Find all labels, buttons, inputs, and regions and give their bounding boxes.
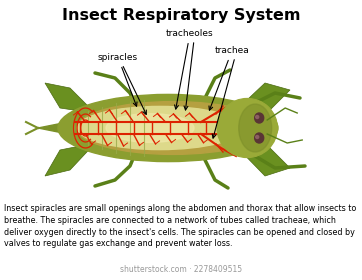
Text: spiracles: spiracles bbox=[98, 53, 138, 106]
Ellipse shape bbox=[255, 113, 264, 123]
Text: Insect spiracles are small openings along the abdomen and thorax that allow inse: Insect spiracles are small openings alon… bbox=[4, 204, 356, 248]
Ellipse shape bbox=[239, 104, 272, 152]
Text: Insect Respiratory System: Insect Respiratory System bbox=[62, 8, 300, 23]
Ellipse shape bbox=[256, 136, 259, 139]
Polygon shape bbox=[230, 140, 290, 176]
Text: tracheoles: tracheoles bbox=[166, 29, 214, 109]
Text: trachea: trachea bbox=[209, 46, 249, 110]
Ellipse shape bbox=[217, 98, 277, 158]
Ellipse shape bbox=[255, 133, 264, 143]
Polygon shape bbox=[38, 122, 68, 134]
Ellipse shape bbox=[77, 106, 243, 150]
Ellipse shape bbox=[58, 94, 278, 162]
Polygon shape bbox=[45, 138, 100, 176]
Text: shutterstock.com · 2278409515: shutterstock.com · 2278409515 bbox=[120, 265, 242, 274]
Polygon shape bbox=[45, 83, 100, 118]
Polygon shape bbox=[230, 83, 290, 116]
Ellipse shape bbox=[256, 115, 259, 118]
Ellipse shape bbox=[106, 114, 194, 143]
Ellipse shape bbox=[77, 102, 269, 154]
